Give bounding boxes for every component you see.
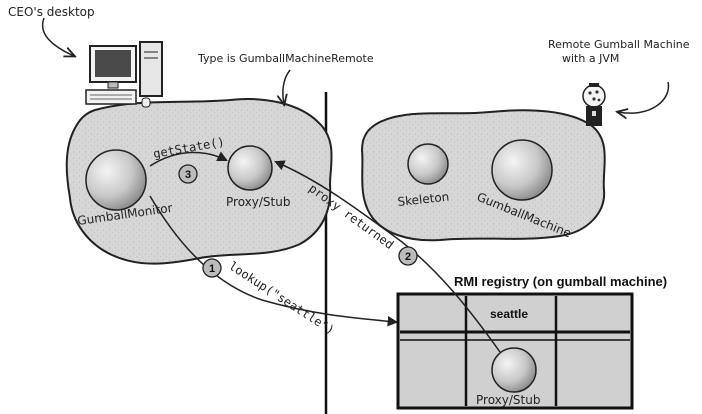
gumball-machine-icon <box>582 83 606 126</box>
type-pointer-arrow <box>283 69 291 104</box>
rmi-registry-title: RMI registry (on gumball machine) <box>454 274 667 289</box>
svg-text:3: 3 <box>185 169 191 181</box>
client-proxy-object <box>227 145 273 191</box>
svg-text:2: 2 <box>405 251 411 263</box>
proxy-returned-arrow <box>274 160 501 353</box>
type-note-label: Type is GumballMachineRemote <box>197 52 374 65</box>
svg-text:1: 1 <box>209 263 215 275</box>
registry-entry-seattle: seattle <box>490 307 528 321</box>
gumball-machine-object <box>491 139 553 201</box>
computer-icon <box>85 41 163 108</box>
ceo-desktop-label: CEO's desktop <box>8 5 95 19</box>
lookup-arrow <box>149 195 399 327</box>
remote-pointer-arrow <box>618 81 670 113</box>
skeleton-object <box>407 143 449 185</box>
gumball-monitor-object <box>85 149 147 211</box>
registry-proxy-label: Proxy/Stub <box>476 393 540 407</box>
remote-note-line1: Remote Gumball Machine <box>548 38 690 51</box>
skeleton-label: Skeleton <box>397 190 450 209</box>
lookup-label: lookup("seattle") <box>226 259 337 338</box>
remote-note-line2: with a JVM <box>562 52 619 65</box>
step-1-badge: 1 <box>202 258 222 278</box>
registry-proxy-object <box>491 347 537 393</box>
server-heap <box>360 109 606 242</box>
client-proxy-label: Proxy/Stub <box>226 195 290 209</box>
step-3-badge: 3 <box>178 164 198 184</box>
ceo-pointer-arrow <box>41 17 74 56</box>
getstate-arrow <box>149 151 228 167</box>
client-heap <box>65 98 333 265</box>
step-2-badge: 2 <box>398 246 418 266</box>
